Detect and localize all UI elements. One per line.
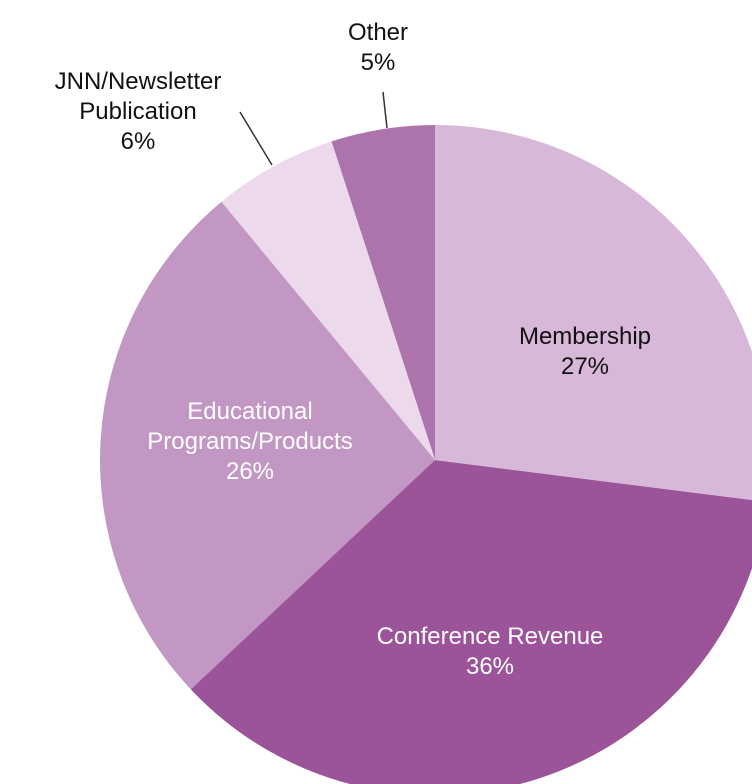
category-label: Conference Revenue <box>376 623 604 650</box>
category-label: Other <box>347 19 409 46</box>
value-label: 5% <box>360 49 396 76</box>
value-label: 6% <box>120 128 156 155</box>
value-label: 36% <box>465 653 515 680</box>
slice-label: JNN/Newsletter Publication 6% <box>18 67 258 157</box>
category-label: Educational Programs/Products <box>147 398 353 455</box>
slice-label: Other 5% <box>318 18 438 78</box>
leader-line <box>382 91 388 129</box>
slice-label: Membership 27% <box>455 322 715 382</box>
slice-label: Conference Revenue 36% <box>330 622 650 682</box>
slice-label: Educational Programs/Products 26% <box>130 397 370 487</box>
pie-slice <box>435 125 752 501</box>
pie-slice <box>221 141 435 461</box>
category-label: Membership <box>518 323 652 350</box>
pie-slice <box>331 125 435 460</box>
value-label: 27% <box>560 353 610 380</box>
leader-line <box>239 111 273 166</box>
pie-slice <box>100 201 435 690</box>
pie-slice <box>190 460 752 784</box>
category-label: JNN/Newsletter Publication <box>54 68 222 125</box>
value-label: 26% <box>225 458 275 485</box>
